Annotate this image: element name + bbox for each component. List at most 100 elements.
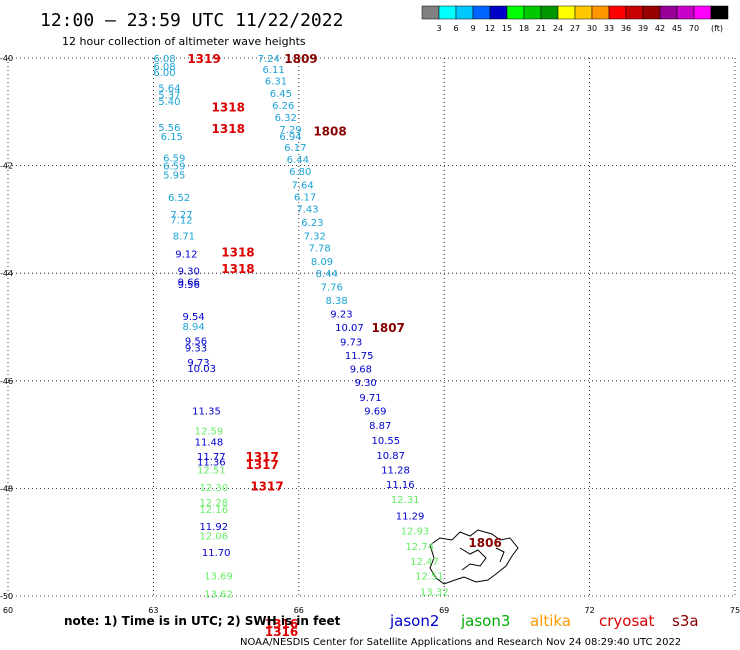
- pass-time-label: 1807: [372, 321, 405, 335]
- wave-height-value: 5.95: [163, 171, 185, 182]
- colorbar-label: 21: [536, 24, 546, 33]
- x-tick-label: 72: [585, 606, 595, 615]
- wave-height-value: 8.09: [311, 257, 333, 268]
- pass-time-label: 1318: [221, 262, 254, 276]
- pass-time-label: 1806: [468, 536, 501, 550]
- y-tick-label: -40: [0, 54, 13, 63]
- wave-height-value: 6.15: [161, 132, 183, 143]
- wave-height-value: 9.30: [178, 267, 200, 278]
- colorbar-swatch: [489, 5, 508, 20]
- grid-lines: [7, 57, 736, 597]
- wave-height-value: 13.32: [420, 588, 449, 599]
- wave-height-value: 5.37: [158, 91, 180, 102]
- colorbar-swatch: [659, 5, 678, 20]
- wave-height-value: 9.68: [350, 364, 372, 375]
- footer-note: note: 1) Time is in UTC; 2) SWH is in fe…: [64, 614, 341, 628]
- wave-height-value: 6.45: [270, 89, 292, 100]
- wave-height-labels: 6.086.086.005.645.375.405.566.156.596.59…: [153, 54, 448, 600]
- wave-height-value: 9.73: [340, 338, 362, 349]
- pass-time-label: 1318: [221, 246, 254, 260]
- colorbar-label: 39: [638, 24, 648, 33]
- colorbar: 3 6 9 12 15 18 21 24 27 30 33 36 39 42 45 70 (ft): [421, 5, 729, 33]
- colorbar-swatch: [438, 5, 457, 20]
- wave-height-value: 12.28: [199, 498, 228, 509]
- y-tick-label: -48: [0, 484, 13, 493]
- wave-height-value: 7.24: [258, 54, 280, 65]
- satellite-legend: jason2 jason3 altika cryosat s3a: [389, 612, 699, 630]
- pass-time-label: 1319: [187, 52, 220, 66]
- colorbar-swatch: [676, 5, 695, 20]
- wave-height-value: 13.62: [204, 589, 233, 600]
- wave-height-value: 12.51: [197, 466, 226, 477]
- colorbar-label: 15: [502, 24, 512, 33]
- wave-height-value: 11.92: [199, 522, 228, 533]
- colorbar-swatch: [523, 5, 542, 20]
- wave-height-value: 6.31: [265, 77, 287, 88]
- wave-height-value: 9.54: [182, 312, 204, 323]
- pass-time-label: 1809: [284, 52, 317, 66]
- x-tick-label: 75: [730, 606, 740, 615]
- wave-height-value: 13.69: [204, 572, 233, 583]
- wave-height-value: 8.94: [182, 322, 204, 333]
- wave-height-value: 6.17: [294, 192, 316, 203]
- wave-height-value: 9.69: [364, 406, 386, 417]
- wave-height-value: 6.26: [272, 101, 294, 112]
- colorbar-label: 9: [470, 24, 475, 33]
- colorbar-swatch: [642, 5, 661, 20]
- wave-height-value: 11.16: [386, 480, 415, 491]
- pass-time-label: 1317: [250, 480, 283, 494]
- pass-time-label: 1317: [245, 458, 278, 472]
- wave-height-value: 6.00: [153, 68, 175, 79]
- colorbar-label: 33: [604, 24, 614, 33]
- wave-height-value: 12.16: [199, 505, 228, 516]
- colorbar-swatch: [710, 5, 729, 20]
- island-outline: [429, 529, 519, 585]
- wave-height-value: 7.64: [292, 180, 314, 191]
- wave-height-value: 8.71: [173, 232, 195, 243]
- wave-height-value: 12.74: [405, 542, 434, 553]
- wave-height-value: 11.70: [202, 548, 231, 559]
- wave-height-value: 11.77: [197, 452, 226, 463]
- colorbar-swatch: [540, 5, 559, 20]
- pass-time-label: 1316: [265, 617, 298, 631]
- wave-height-value: 6.44: [287, 155, 309, 166]
- wave-height-value: 6.23: [301, 218, 323, 229]
- wave-height-value: 6.08: [153, 62, 175, 73]
- wave-height-value: 10.87: [376, 451, 405, 462]
- colorbar-swatch: [591, 5, 610, 20]
- chart-subtitle: 12 hour collection of altimeter wave hei…: [62, 35, 306, 48]
- chart-title: 12:00 – 23:59 UTC 11/22/2022: [40, 10, 343, 31]
- colorbar-label: (ft): [711, 24, 723, 33]
- wave-height-value: 9.73: [187, 358, 209, 369]
- pass-time-label: 1808: [313, 125, 346, 139]
- wave-height-value: 12.30: [199, 483, 228, 494]
- x-tick-label: 69: [439, 606, 449, 615]
- wave-height-value: 6.80: [289, 167, 311, 178]
- wave-height-value: 6.59: [163, 154, 185, 165]
- wave-height-value: 12.06: [199, 532, 228, 543]
- wave-height-value: 11.36: [197, 458, 226, 469]
- wave-height-value: 5.40: [158, 97, 180, 108]
- legend-jason2: jason2: [389, 612, 439, 630]
- wave-height-value: 11.35: [192, 406, 221, 417]
- legend-cryosat: cryosat: [599, 612, 654, 630]
- wave-height-value: 8.44: [316, 269, 338, 280]
- legend-jason3: jason3: [460, 612, 510, 630]
- colorbar-swatch: [506, 5, 525, 20]
- wave-height-value: 7.78: [308, 243, 330, 254]
- wave-height-value: 11.48: [195, 438, 224, 449]
- colorbar-label: 6: [453, 24, 458, 33]
- wave-height-value: 10.07: [335, 323, 364, 334]
- colorbar-label: 70: [689, 24, 699, 33]
- y-tick-label: -46: [0, 377, 13, 386]
- wave-height-value: 7.32: [304, 232, 326, 243]
- colorbar-swatch: [557, 5, 576, 20]
- x-tick-label: 63: [148, 606, 158, 615]
- legend-s3a: s3a: [672, 612, 699, 630]
- colorbar-swatch: [421, 5, 440, 20]
- wave-height-value: 11.28: [381, 466, 410, 477]
- wave-height-value: 9.56: [185, 336, 207, 347]
- wave-height-value: 5.64: [158, 84, 180, 95]
- colorbar-label: 24: [553, 24, 563, 33]
